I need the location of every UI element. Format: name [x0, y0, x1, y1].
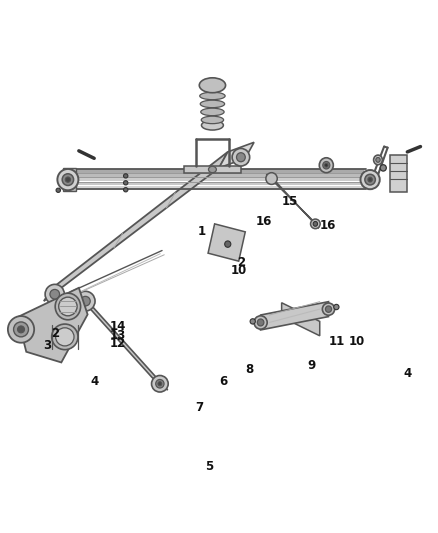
Polygon shape: [74, 182, 364, 185]
Text: 13: 13: [110, 329, 127, 342]
Text: 9: 9: [308, 359, 316, 372]
Polygon shape: [261, 302, 328, 330]
Ellipse shape: [81, 296, 90, 306]
Ellipse shape: [254, 316, 267, 329]
Ellipse shape: [225, 241, 231, 247]
Text: 2: 2: [51, 327, 59, 340]
Polygon shape: [63, 168, 76, 191]
Polygon shape: [219, 142, 254, 168]
Text: 1: 1: [198, 225, 205, 238]
Text: 2: 2: [237, 256, 245, 269]
Ellipse shape: [8, 316, 34, 343]
Polygon shape: [74, 177, 364, 181]
Polygon shape: [184, 166, 241, 173]
Ellipse shape: [323, 161, 330, 169]
Polygon shape: [74, 169, 364, 173]
Ellipse shape: [334, 304, 339, 310]
Text: 14: 14: [110, 320, 127, 333]
Ellipse shape: [56, 188, 60, 192]
Ellipse shape: [57, 169, 78, 190]
Ellipse shape: [319, 158, 333, 173]
Ellipse shape: [158, 382, 162, 386]
Ellipse shape: [201, 120, 223, 130]
Text: 7: 7: [195, 401, 203, 414]
Ellipse shape: [124, 174, 128, 178]
Text: 16: 16: [255, 215, 272, 228]
Ellipse shape: [45, 285, 64, 304]
Text: 11: 11: [328, 335, 345, 348]
Ellipse shape: [380, 165, 386, 171]
Ellipse shape: [156, 379, 164, 388]
Ellipse shape: [257, 319, 264, 326]
Polygon shape: [282, 303, 320, 336]
Ellipse shape: [124, 181, 128, 185]
Ellipse shape: [56, 328, 74, 346]
Text: 6: 6: [219, 375, 227, 387]
Ellipse shape: [365, 174, 375, 185]
Polygon shape: [390, 155, 407, 192]
Ellipse shape: [250, 319, 255, 324]
Ellipse shape: [200, 92, 225, 100]
Ellipse shape: [124, 188, 128, 192]
Polygon shape: [74, 173, 364, 177]
Text: 10: 10: [230, 264, 247, 277]
Ellipse shape: [18, 326, 25, 333]
Ellipse shape: [325, 306, 332, 312]
Text: 15: 15: [282, 195, 298, 208]
Ellipse shape: [76, 291, 95, 311]
Polygon shape: [78, 295, 168, 390]
Ellipse shape: [65, 177, 71, 182]
Ellipse shape: [266, 173, 277, 184]
Polygon shape: [44, 152, 228, 301]
Ellipse shape: [200, 100, 225, 108]
Polygon shape: [74, 186, 364, 190]
Text: 16: 16: [319, 219, 336, 232]
Ellipse shape: [208, 166, 216, 173]
Polygon shape: [18, 288, 88, 362]
Ellipse shape: [55, 293, 81, 320]
Text: 4: 4: [403, 367, 411, 379]
Ellipse shape: [374, 155, 382, 165]
Ellipse shape: [201, 108, 224, 116]
Ellipse shape: [237, 152, 245, 162]
Ellipse shape: [59, 297, 77, 316]
Ellipse shape: [62, 174, 74, 185]
Ellipse shape: [322, 303, 335, 315]
Ellipse shape: [14, 322, 28, 337]
Polygon shape: [266, 174, 319, 228]
Ellipse shape: [152, 375, 168, 392]
Text: 4: 4: [90, 375, 98, 387]
Ellipse shape: [360, 170, 380, 189]
Ellipse shape: [325, 163, 328, 167]
Text: 10: 10: [348, 335, 365, 348]
Ellipse shape: [50, 289, 60, 299]
Text: 8: 8: [246, 363, 254, 376]
Polygon shape: [208, 224, 245, 261]
Ellipse shape: [201, 116, 224, 124]
Ellipse shape: [232, 148, 250, 166]
Ellipse shape: [313, 222, 318, 227]
Text: 12: 12: [110, 337, 127, 350]
Text: 5: 5: [205, 460, 213, 473]
Ellipse shape: [376, 158, 380, 163]
Text: 3: 3: [43, 339, 51, 352]
Ellipse shape: [311, 219, 320, 229]
Ellipse shape: [368, 177, 372, 182]
Ellipse shape: [52, 324, 78, 350]
Ellipse shape: [199, 78, 226, 93]
